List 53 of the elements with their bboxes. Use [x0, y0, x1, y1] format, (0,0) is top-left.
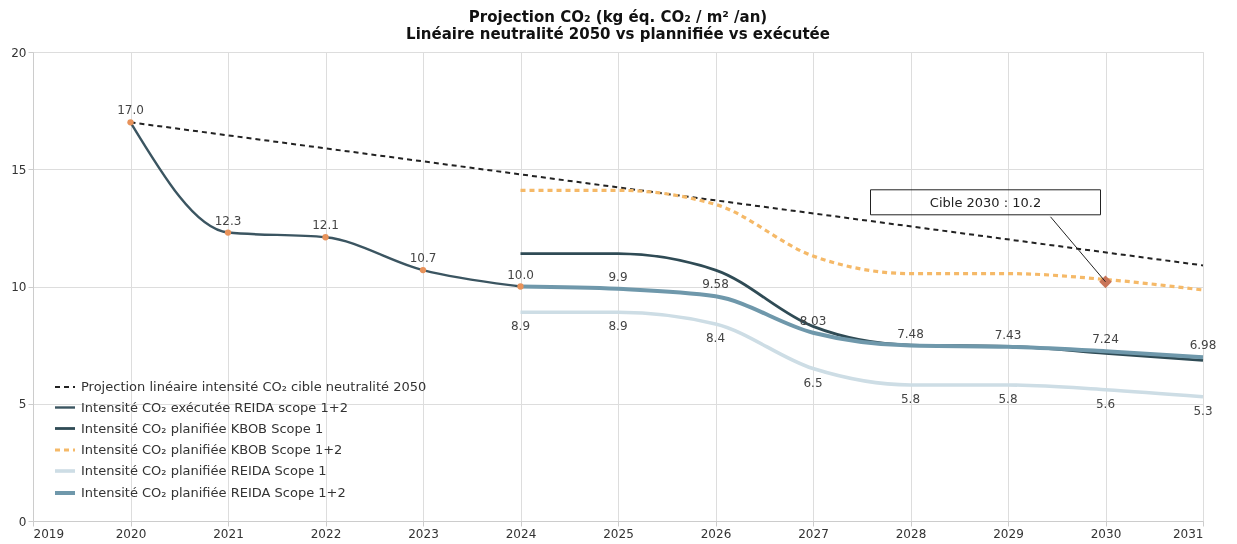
data-label: 5.3: [1193, 403, 1213, 418]
data-label: 5.8: [998, 391, 1018, 406]
data-label: 9.58: [702, 277, 729, 292]
x-tick-label: 2029: [993, 526, 1024, 541]
y-tick-label: 15: [11, 162, 27, 177]
point: [127, 119, 134, 126]
x-tick-label: 2030: [1090, 526, 1122, 541]
text: Linéaire neutralité 2050 vs plannifiée vs exécutée: [406, 25, 830, 43]
x-tick-label: 2023: [408, 526, 439, 541]
x-tick-label: 2021: [213, 526, 244, 541]
data-label: 17.0: [117, 103, 144, 118]
data-label: 12.3: [214, 213, 242, 228]
data-label: 12.1: [312, 218, 339, 233]
point: [224, 229, 232, 236]
point: [419, 266, 427, 274]
point: [1099, 275, 1112, 289]
legend-label: Intensité CO₂ planifiée REIDA Scope 1+2: [81, 485, 346, 500]
legend-label: Intensité CO₂ planifiée KBOB Scope 1+2: [81, 442, 343, 457]
x-tick-label: 2026: [700, 526, 732, 541]
data-label: 5.6: [1095, 396, 1116, 411]
data-label: 10.0: [507, 267, 534, 282]
point: [517, 283, 524, 290]
data-label: 9.9: [608, 269, 628, 284]
text: Projection CO₂ (kg éq. CO₂ / m² /an): [468, 8, 768, 26]
x-tick-label: 2028: [895, 526, 927, 541]
data-label: 10.7: [409, 251, 437, 266]
x-tick-label: 2020: [115, 526, 147, 541]
data-label: 8.4: [705, 331, 726, 346]
data-label: 7.24: [1092, 332, 1119, 347]
legend-label: Projection linéaire intensité CO₂ cible neutralité 2050: [81, 379, 427, 394]
y-tick-label: 10: [11, 280, 27, 294]
data-label: 8.03: [799, 313, 827, 328]
x-tick-label: 2027: [798, 526, 829, 541]
y-tick-label: 5: [18, 397, 27, 412]
x-tick-label: 2022: [310, 526, 342, 541]
x-tick-label: 2025: [603, 526, 634, 541]
data-label: 6.98: [1189, 338, 1217, 353]
data-label: 8.9: [608, 319, 628, 334]
y-tick-label: 0: [18, 514, 27, 529]
y-tick-label: 20: [11, 45, 27, 60]
point: [322, 234, 329, 241]
x-tick-label: 2024: [505, 526, 537, 541]
x-tick-label: 2019: [33, 526, 65, 541]
legend-label: Intensité CO₂ planifiée REIDA Scope 1: [81, 463, 327, 478]
data-label: 8.9: [510, 319, 531, 334]
data-label: 7.43: [994, 327, 1022, 342]
annotation: Cible 2030 : 10.2: [929, 194, 1042, 210]
legend-label: Intensité CO₂ exécutée REIDA scope 1+2: [81, 399, 348, 415]
legend-label: Intensité CO₂ planifiée KBOB Scope 1: [81, 420, 324, 436]
data-label: 5.8: [900, 391, 921, 406]
x-tick-label: 2031: [1172, 526, 1204, 541]
data-label: 7.48: [897, 326, 924, 341]
data-label: 6.5: [803, 375, 823, 390]
